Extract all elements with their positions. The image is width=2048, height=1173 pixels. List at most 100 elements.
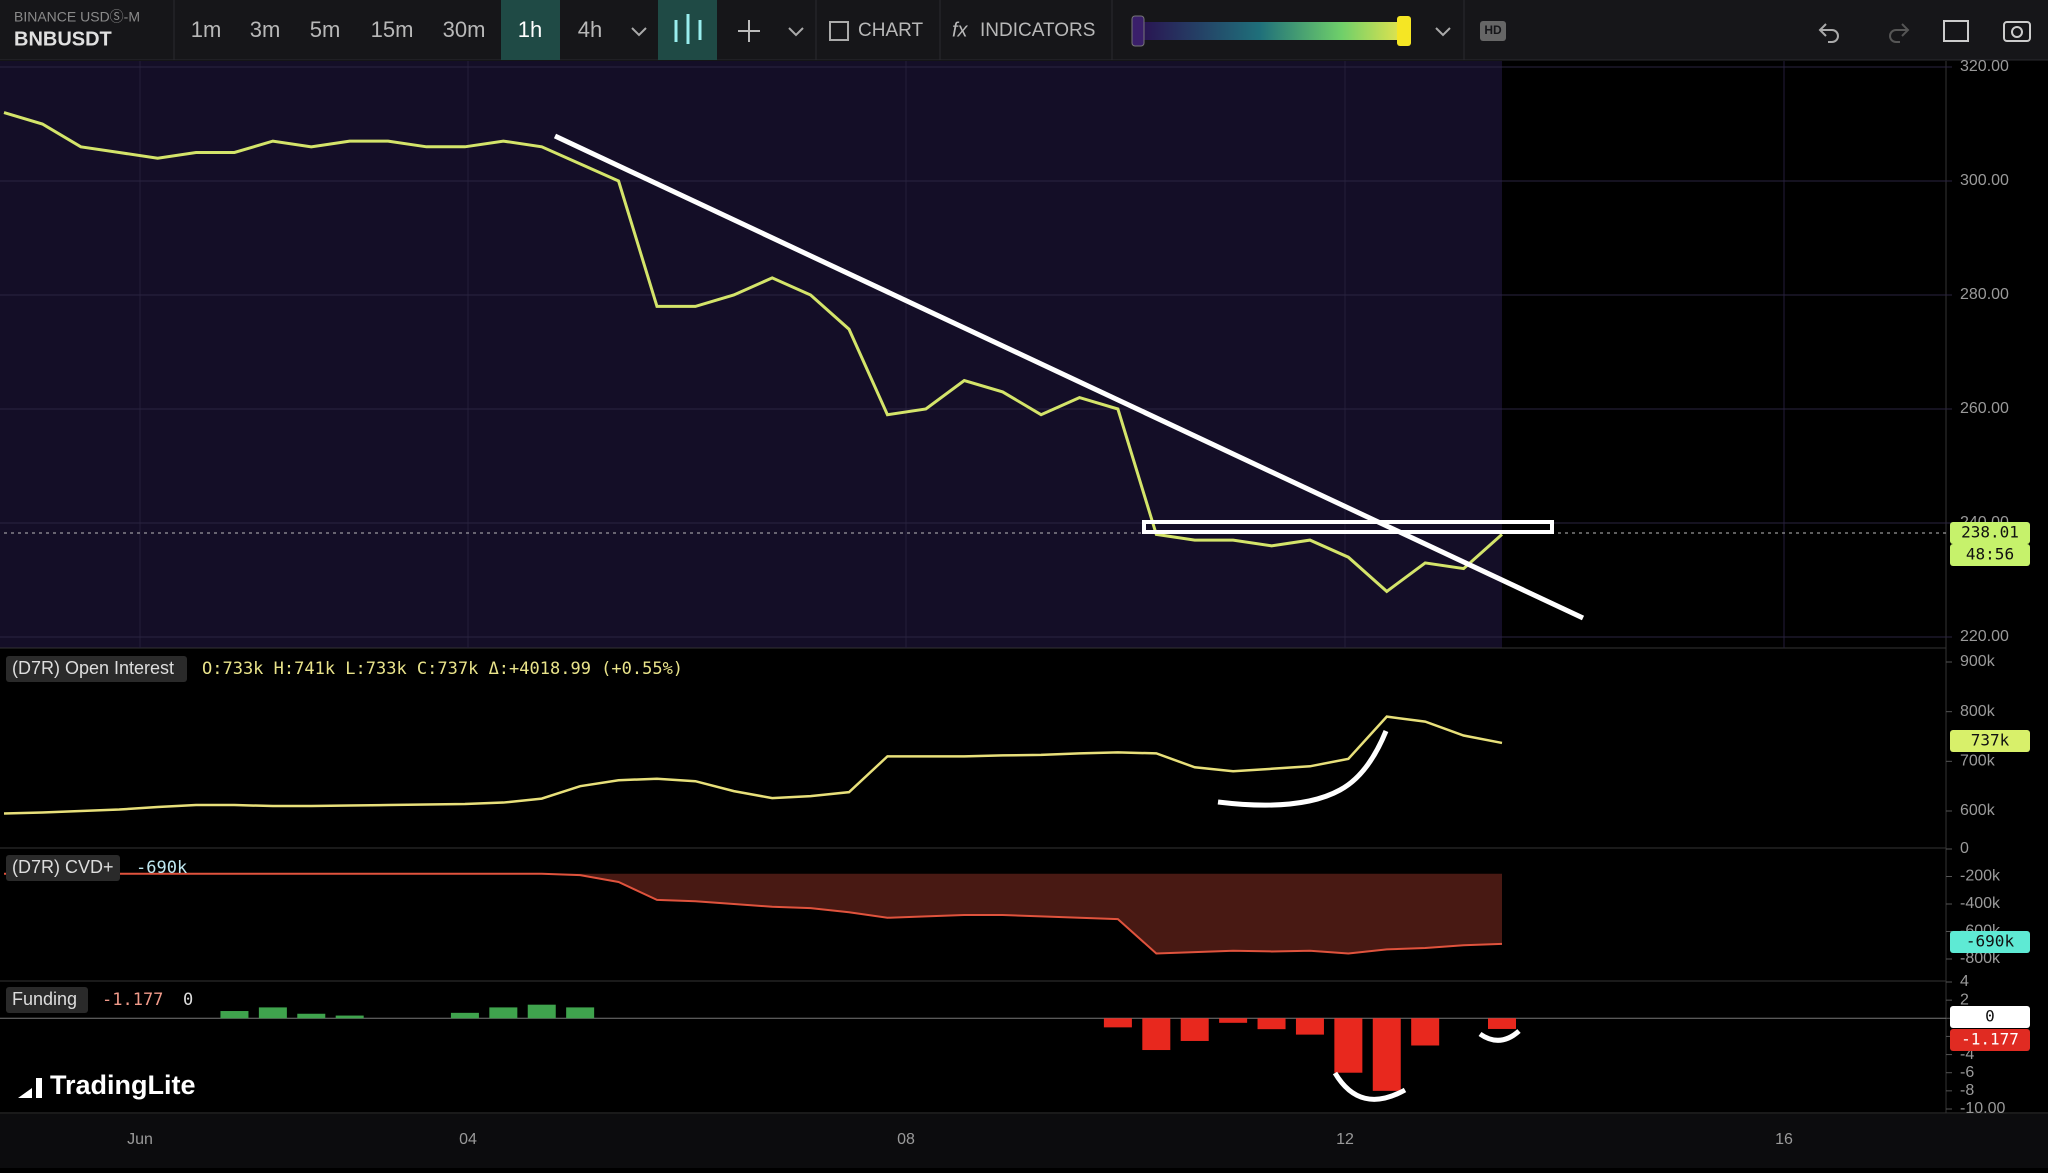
oi-badge-bg [1950,730,2030,752]
funding-legend-value: -1.177 [102,990,163,1010]
candle-icon [674,14,702,44]
funding-bar [1411,1018,1440,1046]
chart-button[interactable]: CHART [858,20,923,41]
funding-bar [566,1007,595,1019]
y-tick-label: -10.00 [1960,1100,2005,1117]
curve-drawing[interactable] [1478,1029,1521,1043]
resistance-box-drawing[interactable] [1142,520,1554,534]
y-tick-label: -8 [1960,1082,1974,1099]
cvd-badge-bg [1950,931,2030,953]
active-interval-bg [501,0,560,60]
fx-icon: fx [952,19,969,41]
x-tick-label: Jun [127,1131,153,1148]
slider-dropdown[interactable] [1435,27,1451,37]
undo-button[interactable] [1818,23,1839,43]
funding-bar [1103,1018,1132,1028]
heatmap-slider[interactable] [1136,22,1410,40]
y-tick-label: -800k [1960,950,2001,967]
cvd-badge: -690k [1966,932,2015,951]
funding-bar [335,1015,364,1019]
interval-button[interactable]: 15m [371,17,414,42]
cvd-legend-value: -690k [136,858,187,878]
y-tick-label: 320.00 [1960,58,2009,75]
funding-zero-badge-bg [1950,1006,2030,1028]
interval-button[interactable]: 5m [310,17,341,42]
layout-button[interactable] [1943,20,1969,42]
funding-bar [1219,1018,1248,1023]
x-tick-label: 04 [459,1131,477,1148]
y-tick-label: 220.00 [1960,628,2009,645]
slider-handle[interactable] [1397,16,1411,46]
crosshair-icon[interactable] [738,20,760,42]
funding-legend-name[interactable]: Funding [12,989,77,1009]
oi-legend-values: O:733k H:741k L:733k C:737k Δ:+4018.99 (… [202,659,683,679]
interval-button[interactable]: 1h [518,17,542,42]
oi-legend-name[interactable]: (D7R) Open Interest [12,658,174,678]
y-tick-label: -400k [1960,895,2001,912]
funding-bar [1488,1018,1516,1029]
y-tick-label: 800k [1960,703,1996,720]
interval-dropdown[interactable] [631,27,647,37]
hd-button[interactable] [1480,21,1506,41]
cvd-legend-name[interactable]: (D7R) CVD+ [12,857,114,877]
funding-bar [258,1007,287,1019]
countdown-badge-bg [1950,544,2030,566]
y-tick-label: 260.00 [1960,400,2009,417]
brand: TradingLite [50,1070,196,1100]
y-tick-label: -6 [1960,1064,1974,1081]
last-price-badge-bg [1950,522,2030,544]
funding-legend-zero: 0 [183,990,193,1010]
curve-drawing[interactable] [1217,730,1389,808]
x-tick-label: 12 [1336,1131,1354,1148]
cvd-line [4,872,1503,955]
curve-drawing[interactable] [1332,1071,1407,1102]
brand-logo [18,1078,42,1098]
countdown-badge: 48:56 [1966,545,2014,564]
y-tick-label: 4 [1960,973,1969,990]
funding-bar [1142,1018,1171,1051]
y-tick-label: -200k [1960,868,2001,885]
cvd-area [4,873,1502,954]
funding-bar [1295,1018,1324,1035]
funding-bar [1180,1018,1209,1041]
interval-button[interactable]: 4h [578,17,602,42]
y-tick-label: 2 [1960,991,1969,1008]
y-tick-label: 300.00 [1960,172,2009,189]
interval-button[interactable]: 1m [191,17,222,42]
funding-bar [1334,1018,1363,1073]
screenshot-button[interactable] [2003,21,2031,42]
trendline-drawing[interactable] [553,133,1585,621]
tool-dropdown[interactable] [788,27,804,37]
funding-bar [450,1012,479,1019]
x-tick-label: 16 [1775,1131,1793,1148]
funding-zero-badge: 0 [1985,1007,1995,1026]
y-tick-label: 0 [1960,840,1969,857]
funding-legend-box [6,987,88,1013]
funding-bar [1257,1018,1286,1030]
chart-icon [829,21,849,41]
y-tick-label: 280.00 [1960,286,2009,303]
interval-button[interactable]: 30m [443,17,486,42]
y-tick-label: 600k [1960,802,1996,819]
heatmap-area [0,61,1502,648]
interval-button[interactable]: 3m [250,17,281,42]
oi-legend-box [6,656,187,682]
exchange: BINANCE USDⓈ-M [14,9,140,25]
open-interest-line [3,715,1503,815]
interval-group: 1m 3m 5m 15m 30m 1h 4h [191,0,602,60]
cvd-legend-box [6,855,120,881]
funding-bar [489,1007,518,1019]
last-price-badge: 238.01 [1961,523,2019,542]
redo-button[interactable] [1889,23,1910,43]
funding-bar [527,1004,556,1019]
camera-lens [2011,26,2023,38]
hd-label: HD [1484,23,1502,37]
symbol[interactable]: BNBUSDT [14,28,112,50]
toolbar [0,0,2048,60]
indicators-button[interactable]: INDICATORS [980,20,1095,41]
slider-handle[interactable] [1131,15,1145,47]
funding-badge: -1.177 [1961,1030,2019,1049]
y-tick-label: 700k [1960,753,1996,770]
y-tick-label: 900k [1960,653,1996,670]
